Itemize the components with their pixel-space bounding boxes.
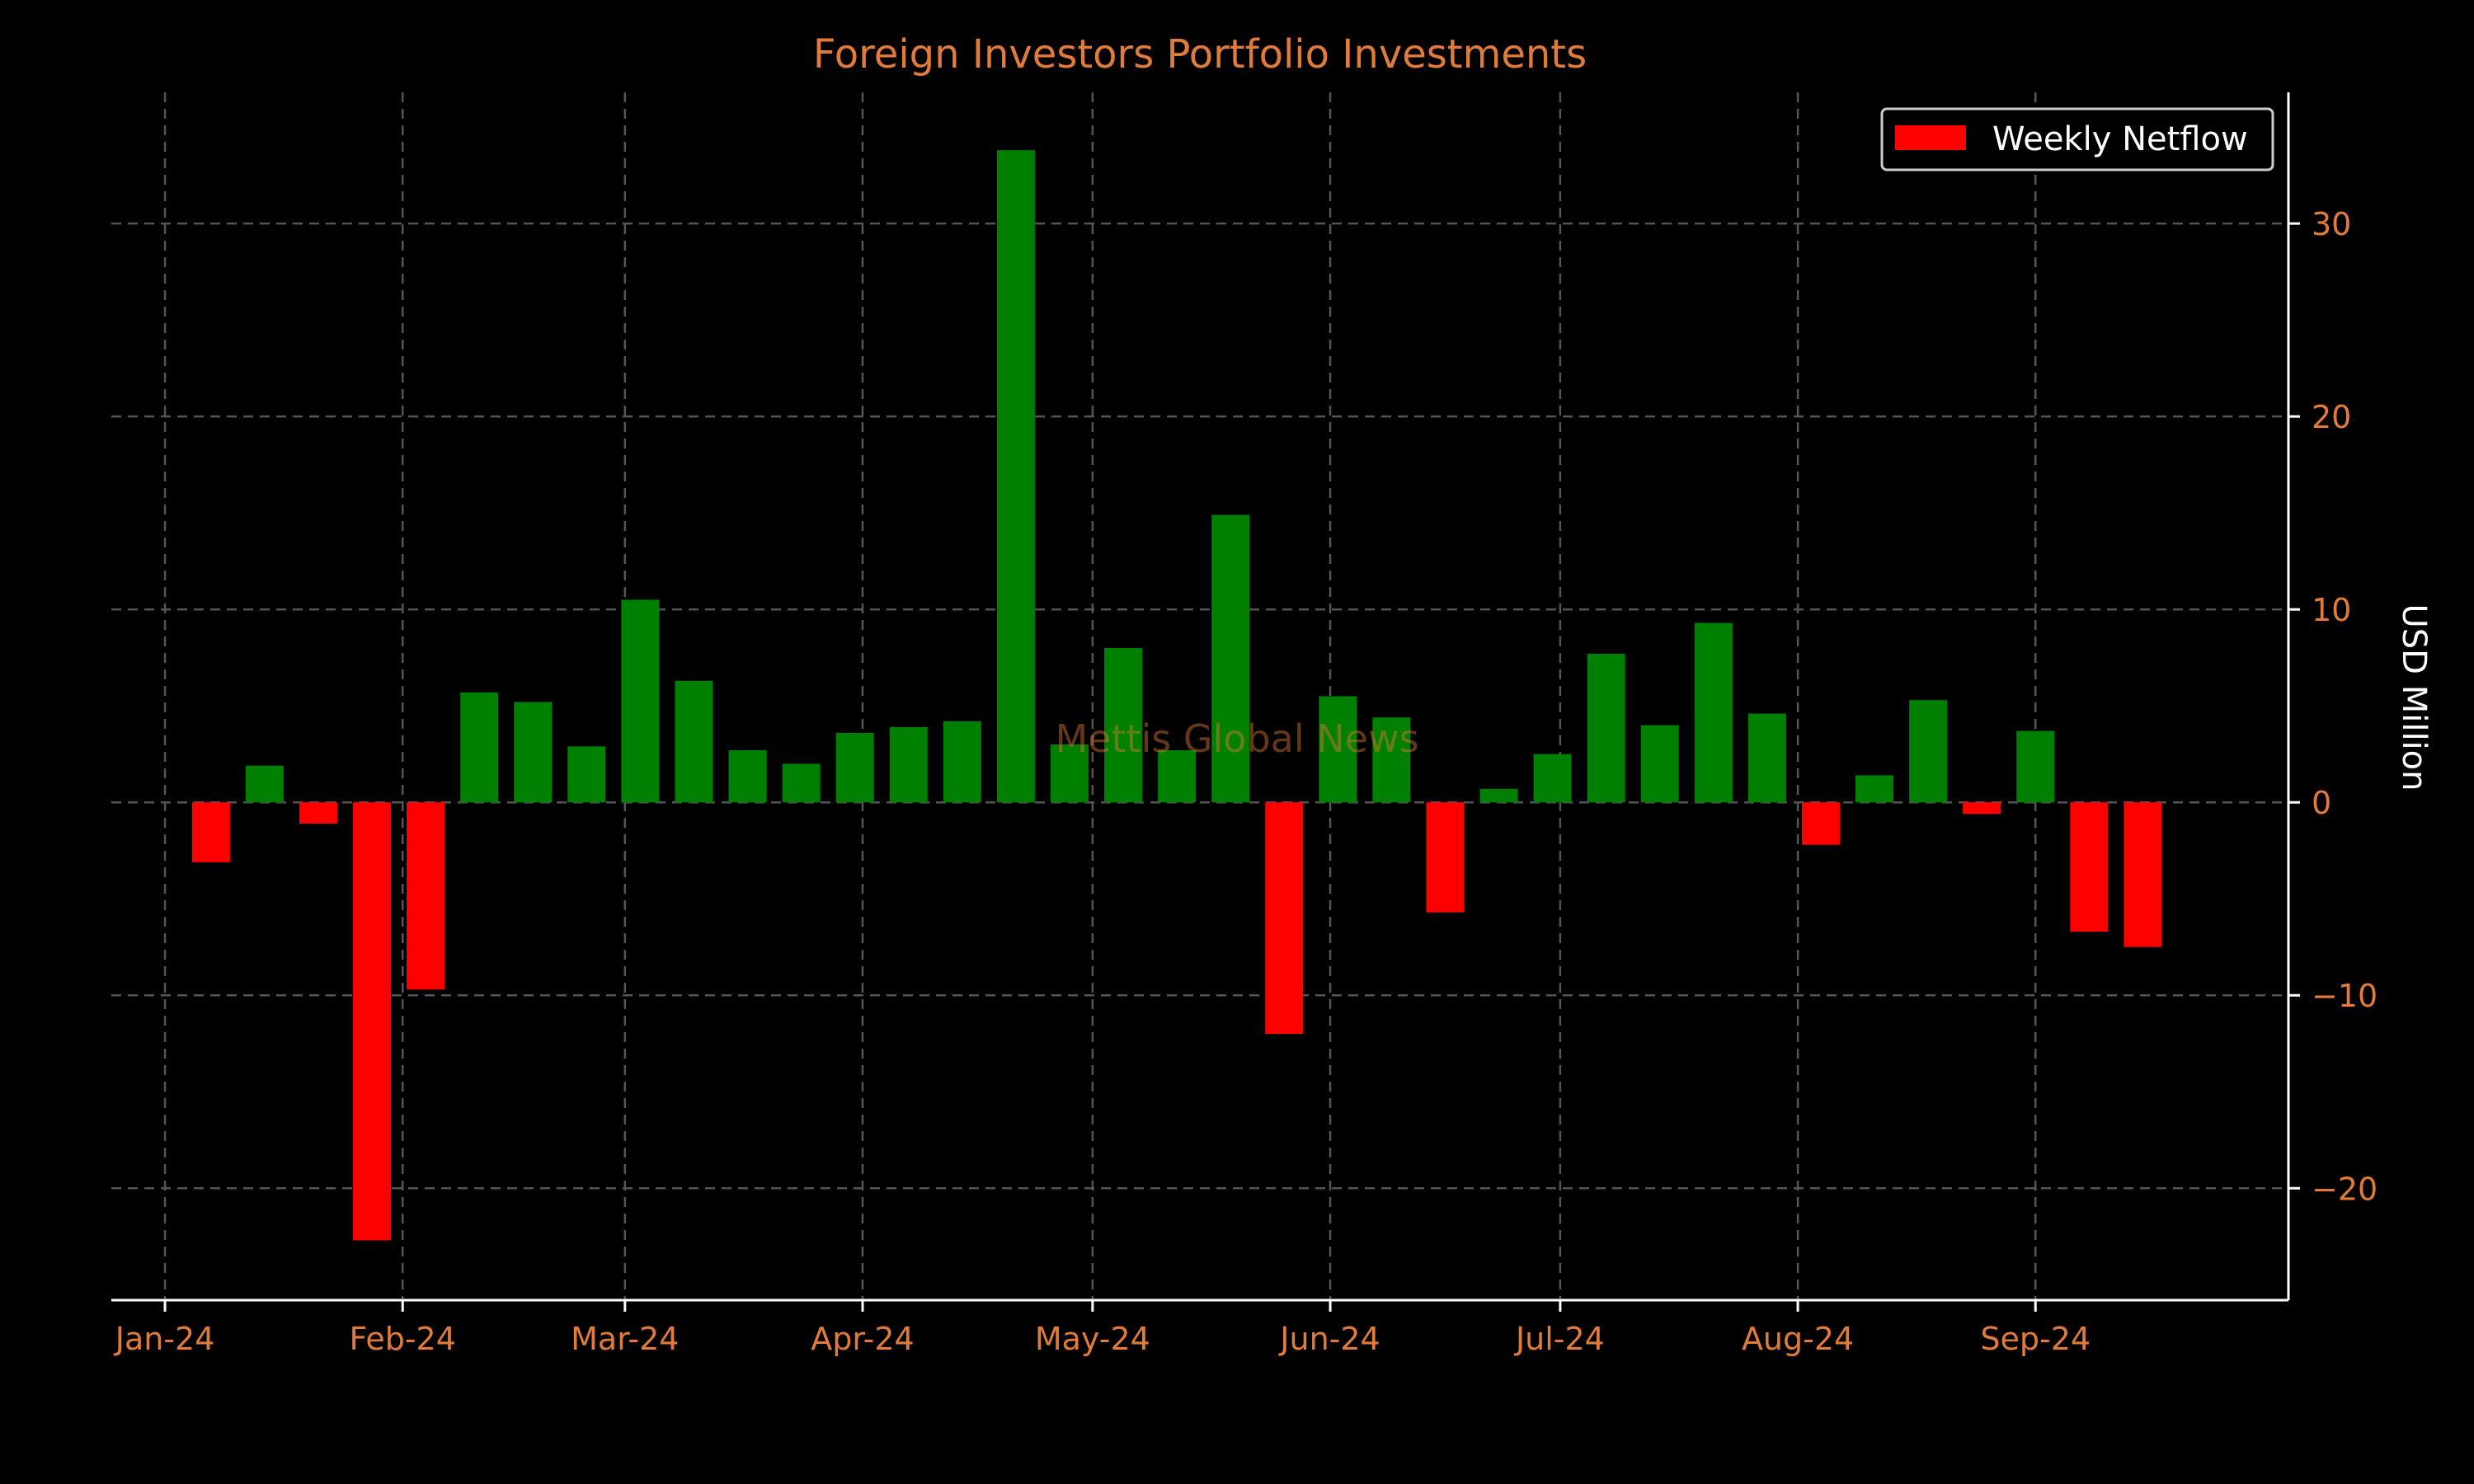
y-tick-label: 30 bbox=[2312, 206, 2351, 242]
bar bbox=[1747, 713, 1786, 803]
bar bbox=[2016, 730, 2055, 803]
x-tick-label: Jan-24 bbox=[114, 1321, 215, 1357]
bar bbox=[889, 726, 928, 803]
bar bbox=[1533, 754, 1572, 803]
bar-series bbox=[191, 150, 2162, 1241]
bar bbox=[567, 746, 606, 803]
bar bbox=[191, 802, 230, 862]
bar bbox=[1372, 717, 1411, 803]
y-tick-label: 0 bbox=[2312, 785, 2331, 821]
y-axis-label: USD Million bbox=[2395, 604, 2433, 791]
legend-swatch bbox=[1895, 125, 1966, 150]
x-tick-label: Jul-24 bbox=[1514, 1321, 1605, 1357]
bar bbox=[1640, 725, 1679, 803]
x-tick-label: Sep-24 bbox=[1980, 1321, 2091, 1357]
x-tick-label: May-24 bbox=[1035, 1321, 1150, 1357]
bar bbox=[835, 732, 874, 803]
bar bbox=[996, 150, 1035, 803]
legend-box bbox=[1880, 107, 2274, 171]
y-tick-label: 20 bbox=[2312, 399, 2351, 435]
x-axis-ticks: Jan-24 Feb-24 Mar-24 Apr-24 May-24 Jun-24 Jul-… bbox=[114, 1300, 2091, 1357]
x-tick-label: Aug-24 bbox=[1742, 1321, 1854, 1357]
bar bbox=[943, 721, 981, 803]
bar bbox=[1211, 514, 1250, 803]
x-tick-label: Apr-24 bbox=[811, 1321, 914, 1357]
bar bbox=[728, 750, 767, 803]
bar bbox=[1963, 802, 2001, 815]
y-tick-label: −10 bbox=[2312, 978, 2378, 1014]
axes bbox=[111, 92, 2290, 1302]
bar bbox=[245, 765, 284, 803]
bar bbox=[675, 680, 713, 803]
bar bbox=[353, 802, 392, 1241]
legend-label: Weekly Netflow bbox=[1992, 120, 2248, 158]
bar bbox=[299, 802, 337, 824]
legend: Weekly Netflow bbox=[1880, 107, 2274, 171]
bar bbox=[1909, 700, 1948, 803]
bar bbox=[1265, 802, 1304, 1035]
bar bbox=[407, 802, 445, 990]
y-axis-ticks: −20 −10 0 10 20 30 bbox=[2288, 206, 2378, 1207]
bar bbox=[1587, 654, 1625, 803]
bar bbox=[1479, 788, 1518, 803]
y-tick-label: −20 bbox=[2312, 1171, 2378, 1207]
bar bbox=[782, 763, 821, 803]
bar bbox=[1050, 744, 1089, 803]
bar bbox=[514, 702, 553, 803]
watermark-text: Mettis Global News bbox=[1055, 716, 1418, 761]
y-tick-label: 10 bbox=[2312, 592, 2351, 628]
bar bbox=[1856, 775, 1894, 803]
x-tick-label: Feb-24 bbox=[350, 1321, 456, 1357]
x-tick-label: Mar-24 bbox=[571, 1321, 679, 1357]
bar bbox=[1319, 696, 1357, 803]
bar bbox=[1426, 802, 1465, 913]
bar bbox=[460, 692, 499, 803]
bar bbox=[1801, 802, 1840, 845]
chart-title: Foreign Investors Portfolio Investments bbox=[813, 31, 1587, 77]
bar bbox=[621, 599, 660, 803]
x-tick-label: Jun-24 bbox=[1278, 1321, 1380, 1357]
bar bbox=[1694, 622, 1733, 803]
bar bbox=[1158, 750, 1197, 803]
bar bbox=[1104, 647, 1143, 803]
bar bbox=[2070, 802, 2109, 932]
bar bbox=[2124, 802, 2162, 947]
